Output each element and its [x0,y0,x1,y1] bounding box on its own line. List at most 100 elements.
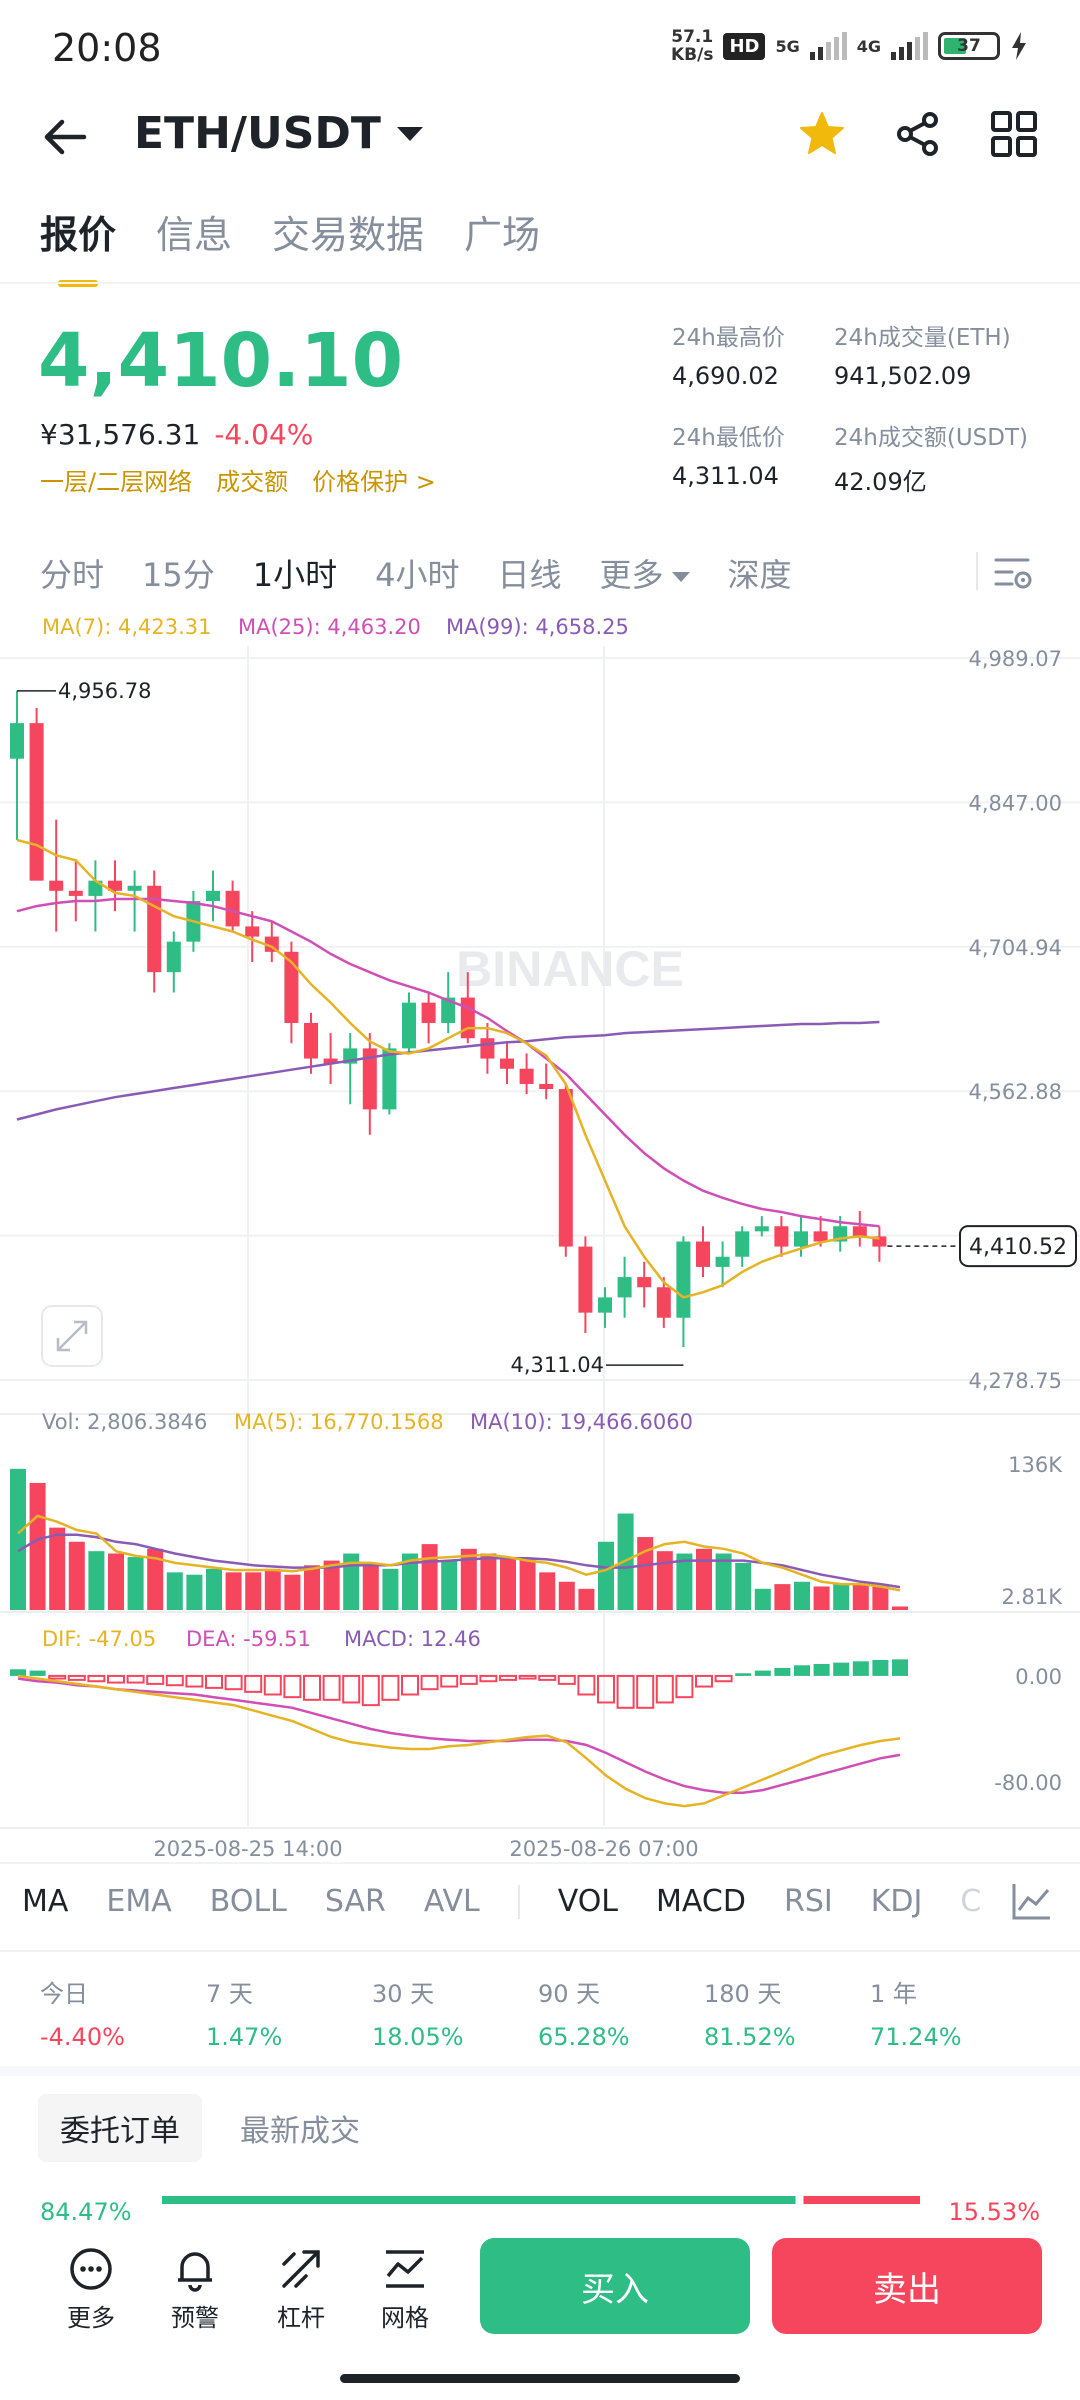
divider [0,1950,1080,1952]
grid-menu-icon[interactable] [984,104,1044,164]
candle-body [872,1236,887,1247]
volume-bar [794,1581,810,1610]
candle-body [362,1048,377,1110]
ind-ma[interactable]: MA [22,1884,69,1919]
hd-badge: HD [723,32,766,60]
candle-body [29,723,44,881]
candle-body [813,1231,828,1242]
divider [517,1884,520,1919]
back-arrow-icon[interactable] [40,112,90,162]
ind-more-cut[interactable]: C [960,1884,982,1919]
cny-price: ¥31,576.31 [40,418,201,451]
interval-time[interactable]: 分时 [40,556,105,594]
pair-selector[interactable]: ETH/USDT [134,108,423,159]
battery-level: 37 [957,36,981,56]
link-price-protection[interactable]: 价格保护 > [312,468,436,496]
ind-avl[interactable]: AVL [423,1884,480,1919]
ind-ema[interactable]: EMA [106,1884,172,1919]
ma99-legend: MA(99): 4,658.25 [446,615,629,639]
macd-hist-bar [695,1674,713,1688]
macd-hist-bar [459,1674,478,1685]
expand-chart-button[interactable] [41,1305,103,1367]
ind-macd[interactable]: MACD [656,1884,746,1919]
ind-vol[interactable]: VOL [557,1884,619,1919]
grid-button[interactable]: 网格 [360,2246,450,2333]
perf-7d: 7 天 1.47% [206,1974,372,2051]
macd-hist-bar [774,1667,791,1676]
price-tick: 4,847.00 [968,791,1062,815]
macd-hist-bar [342,1674,361,1704]
more-button[interactable]: 更多 [46,2246,136,2333]
candle-body [598,1297,612,1313]
ind-boll[interactable]: BOLL [209,1884,287,1919]
macd-hist-bar [87,1674,106,1683]
macd-hist-bar [420,1674,439,1691]
tab-order-book[interactable]: 委托订单 [38,2094,202,2162]
volume-bar [402,1553,418,1610]
candle-body [441,997,456,1023]
leverage-button[interactable]: 杠杆 [256,2246,346,2333]
ind-sar[interactable]: SAR [324,1884,386,1919]
tab-square[interactable]: 广场 [464,213,541,257]
net-speed: 57.1 KB/s [671,28,713,64]
macd-hist-bar [126,1674,145,1684]
link-turnover[interactable]: 成交额 [216,468,289,496]
candle-body [460,997,475,1039]
candle-body [480,1038,495,1059]
interval-4h[interactable]: 4小时 [375,556,460,594]
chart-settings-icon[interactable] [992,550,1036,594]
interval-more-label: 更多 [599,556,664,594]
interval-more[interactable]: 更多 [600,550,690,596]
macd-hist-bar [872,1659,889,1676]
candle-body [637,1277,652,1288]
volume-bar [754,1588,771,1610]
macd-hist-bar [538,1674,557,1681]
macd-hist-bar [303,1674,321,1701]
perf-180d: 180 天 81.52% [704,1974,870,2051]
candle-body [245,926,260,937]
ma99-line [16,1020,880,1121]
link-layer-network[interactable]: 一层/二层网络 [40,468,193,496]
macd-hist-bar [146,1674,165,1685]
candle-body [656,1287,671,1318]
volume-bar [500,1557,516,1610]
interval-1d[interactable]: 日线 [497,556,562,594]
share-icon[interactable] [888,104,948,164]
divider [976,552,978,590]
indicator-settings-icon[interactable] [1010,1880,1054,1924]
macd-hist-bar [224,1674,243,1691]
macd-hist-bar [714,1674,733,1683]
grid-trading-icon [386,2250,424,2288]
macd-hist-bar [735,1673,752,1676]
buy-button[interactable]: 买入 [480,2238,750,2334]
tab-info[interactable]: 信息 [156,213,233,257]
tab-quote[interactable]: 报价 [40,204,116,287]
ma25-line [16,897,880,1228]
bell-icon [178,2252,212,2292]
tab-trading-data[interactable]: 交易数据 [272,213,425,257]
volume-bar [68,1541,85,1610]
interval-depth[interactable]: 深度 [727,556,792,594]
dea-legend: DEA: -59.51 [186,1627,311,1651]
favorite-star-icon[interactable] [792,104,852,164]
price-links: 一层/二层网络 成交额 价格保护 > [40,462,436,497]
vol-ma5-legend: MA(5): 16,770.1568 [234,1410,444,1434]
alert-button[interactable]: 预警 [150,2246,240,2333]
ind-kdj[interactable]: KDJ [870,1884,923,1919]
candle-body [284,951,299,1023]
macd-hist-bar [67,1674,86,1681]
kline-chart[interactable]: BINANCE MA(7): 4,423.31 MA(25): 4,463.20… [0,606,1080,1866]
sell-button[interactable]: 卖出 [772,2238,1042,2334]
volume-tick: 2.81K [1001,1585,1063,1609]
volume-bar [696,1548,712,1610]
tab-latest-trades[interactable]: 最新成交 [240,2114,360,2149]
interval-1h[interactable]: 1小时 [252,556,338,594]
home-indicator[interactable] [340,2374,740,2383]
candle-body [676,1241,691,1318]
macd-legend: MACD: 12.46 [344,1627,481,1651]
turnover-value: 42.09亿 [834,468,927,496]
interval-15m[interactable]: 15分 [142,556,215,594]
ind-rsi[interactable]: RSI [783,1884,833,1919]
volume-bar [519,1558,536,1610]
candle-body [382,1048,397,1110]
